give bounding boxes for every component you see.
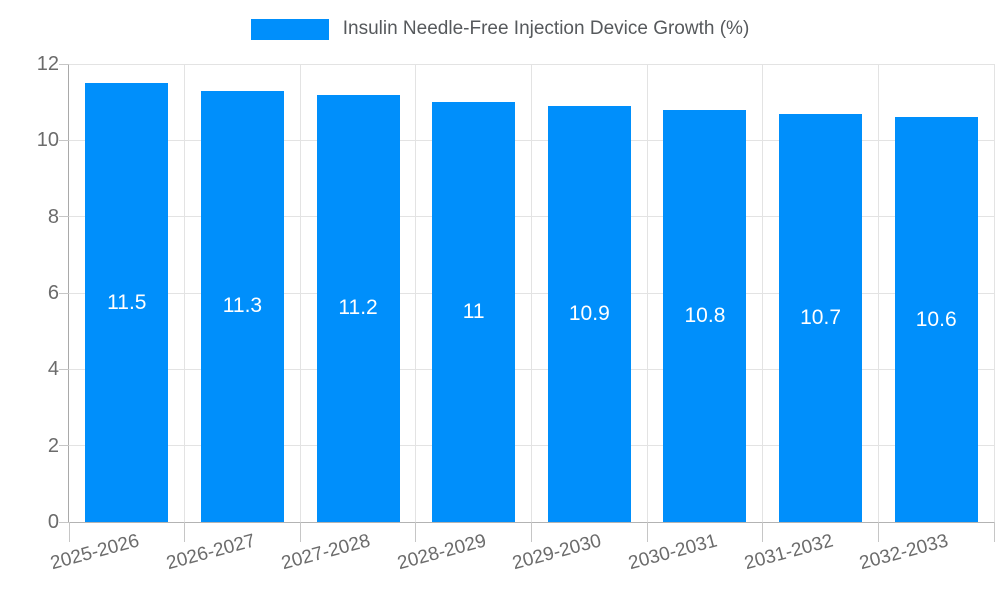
bar[interactable]	[663, 109, 747, 522]
y-axis-tick	[59, 445, 69, 447]
bar-value-label: 10.7	[800, 305, 841, 329]
x-axis-tick	[299, 522, 301, 542]
bar[interactable]	[894, 117, 978, 522]
y-axis-label: 8	[47, 205, 59, 228]
plot-area: 0 2 4 6 8 10 12 11.5 2025-2026 11.3 2026-2027 11.2 2…	[37, 53, 995, 574]
x-axis-tick	[531, 522, 532, 542]
bar-value-label: 11	[462, 300, 485, 324]
y-axis-label: 4	[47, 358, 59, 381]
y-axis-label: 0	[47, 511, 59, 533]
y-axis-tick	[59, 63, 69, 65]
bar[interactable]	[779, 113, 863, 522]
x-axis-label: 2031-2032	[741, 530, 836, 575]
x-gridline	[415, 64, 417, 522]
bar[interactable]	[316, 94, 400, 522]
legend-label: Insulin Needle-Free Injection Device Gro…	[342, 18, 750, 39]
bar-value-label: 11.5	[107, 290, 147, 314]
x-axis-tick	[184, 522, 186, 542]
y-axis-tick	[59, 139, 69, 141]
x-gridline	[299, 64, 301, 522]
x-axis-tick	[68, 522, 70, 542]
y-axis-label: 12	[36, 53, 59, 75]
x-axis-tick	[877, 522, 879, 542]
x-axis-label: 2027-2028	[279, 530, 373, 575]
x-axis-label: 2026-2027	[163, 530, 258, 575]
bar-value-label: 10.9	[568, 301, 610, 325]
x-gridline	[877, 64, 879, 522]
y-axis-tick	[59, 292, 69, 294]
bar-value-label: 11.2	[338, 296, 378, 320]
x-gridline	[184, 64, 186, 522]
y-axis-label: 6	[47, 282, 59, 304]
x-gridline	[646, 64, 648, 522]
x-axis-label: 2029-2030	[510, 530, 604, 575]
bar[interactable]	[200, 90, 284, 522]
legend[interactable]: Insulin Needle-Free Injection Device Gro…	[0, 18, 1000, 40]
x-gridline	[762, 64, 764, 522]
bar-value-label: 10.8	[684, 303, 726, 327]
bar-value-label: 11.3	[222, 294, 263, 318]
bar[interactable]	[547, 105, 631, 522]
y-axis-tick	[59, 216, 69, 218]
x-axis-label: 2028-2029	[395, 530, 489, 575]
x-axis-tick	[993, 522, 995, 542]
bar[interactable]	[432, 102, 516, 522]
bar[interactable]	[85, 83, 169, 522]
x-axis-label: 2032-2033	[857, 530, 951, 575]
x-gridline	[993, 64, 995, 522]
y-axis-tick	[59, 521, 69, 523]
x-axis-label: 2025-2026	[48, 530, 142, 575]
y-axis-label: 2	[47, 434, 59, 457]
x-gridline	[531, 64, 532, 522]
y-axis-label: 10	[36, 129, 59, 152]
x-axis-tick	[415, 522, 417, 542]
legend-swatch[interactable]	[250, 18, 329, 40]
x-axis-tick	[646, 522, 648, 542]
bar-value-label: 10.6	[915, 307, 957, 331]
y-axis-tick	[59, 368, 69, 370]
x-axis-tick	[762, 522, 764, 542]
x-axis-label: 2030-2031	[626, 530, 720, 575]
